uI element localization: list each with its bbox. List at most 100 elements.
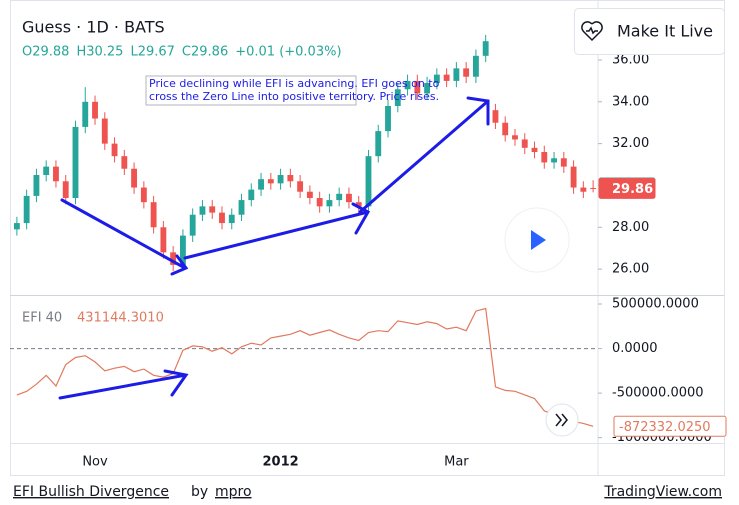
price-label bbox=[598, 177, 656, 199]
candle-body bbox=[365, 156, 372, 207]
efi-line bbox=[16, 307, 594, 427]
candle-body bbox=[53, 166, 59, 182]
candle-body bbox=[355, 202, 362, 207]
plot: 26.0028.0030.0032.0034.0036.0029.8829.86… bbox=[10, 34, 727, 470]
candle-body bbox=[512, 135, 518, 140]
candle-body bbox=[228, 214, 235, 224]
candle-body bbox=[297, 181, 304, 192]
arrow bbox=[58, 369, 189, 400]
footer-brand[interactable]: TradingView.com bbox=[603, 484, 722, 500]
ohlc-value: +0.01 (+0.03%) bbox=[235, 45, 341, 60]
candle-body bbox=[463, 68, 470, 77]
candle-body bbox=[92, 101, 98, 119]
candle-body bbox=[199, 206, 206, 215]
arrow bbox=[183, 202, 371, 260]
efi-name: EFI 40 bbox=[22, 311, 62, 326]
candle-body bbox=[267, 179, 274, 184]
drawings bbox=[58, 96, 490, 400]
candle-body bbox=[394, 89, 401, 106]
footer-author[interactable]: mpro bbox=[215, 484, 252, 500]
ohlc-value: L29.67 bbox=[130, 45, 174, 60]
candle-body bbox=[258, 179, 264, 190]
play-icon bbox=[531, 230, 546, 250]
candle-body bbox=[160, 227, 167, 253]
ohlc-value: H30.25 bbox=[76, 45, 123, 60]
candle-body bbox=[541, 151, 548, 163]
candle-body bbox=[170, 252, 177, 265]
candle-body bbox=[433, 74, 440, 84]
candle-body bbox=[150, 202, 157, 228]
candle-body bbox=[277, 174, 284, 184]
candle-body bbox=[179, 235, 186, 265]
candle-body bbox=[472, 55, 479, 77]
x-tick-label: Mar bbox=[444, 455, 469, 470]
candle-body bbox=[43, 166, 50, 175]
x-tick-label: 2012 bbox=[262, 455, 298, 470]
y-tick-label: 36.00 bbox=[612, 53, 649, 68]
candle-body bbox=[326, 200, 333, 207]
candle-body bbox=[570, 166, 577, 188]
y-tick-label: 0.0000 bbox=[612, 341, 658, 356]
y-tick-label: 28.00 bbox=[612, 220, 649, 235]
frame bbox=[10, 0, 725, 476]
candle-body bbox=[140, 187, 147, 203]
candle-body bbox=[336, 193, 343, 201]
candle-body bbox=[72, 126, 79, 198]
candle-body bbox=[551, 158, 557, 163]
efi-legend-value: 431144.3010 bbox=[77, 311, 164, 326]
candle-body bbox=[33, 174, 40, 196]
y-tick-label: 34.00 bbox=[612, 94, 649, 109]
candle-body bbox=[82, 101, 89, 127]
annotation: cross the Zero Line into positive territ… bbox=[149, 90, 439, 103]
candle-body bbox=[209, 206, 216, 213]
y-tick-label: 26.00 bbox=[612, 262, 649, 277]
candle-body bbox=[346, 193, 352, 203]
arrow bbox=[60, 198, 189, 276]
candle-body bbox=[453, 68, 460, 81]
arrow bbox=[358, 96, 490, 214]
scroll-button[interactable] bbox=[545, 403, 579, 437]
candle-body bbox=[131, 168, 138, 188]
annotation-box bbox=[145, 75, 357, 106]
button-label[interactable]: Make It Live bbox=[617, 22, 713, 41]
ohlc-value: C29.86 bbox=[182, 45, 228, 60]
candle-body bbox=[482, 41, 489, 56]
candle-body bbox=[404, 80, 411, 90]
candle-body bbox=[590, 187, 597, 189]
play-button[interactable] bbox=[504, 207, 570, 273]
candle-body bbox=[492, 110, 499, 123]
candle-body bbox=[375, 131, 382, 157]
scroll-circle[interactable] bbox=[545, 403, 579, 437]
candle-body bbox=[560, 158, 567, 167]
annotation: Price declining while EFI is advancing. … bbox=[149, 77, 440, 90]
candle-body bbox=[531, 147, 538, 152]
candle-body bbox=[248, 189, 255, 201]
last-value-label bbox=[613, 415, 727, 437]
y-tick-label: 500000.0000 bbox=[612, 297, 699, 312]
candle-body bbox=[101, 118, 108, 144]
button[interactable] bbox=[574, 8, 725, 55]
candle-body bbox=[189, 214, 196, 236]
candle-body bbox=[62, 181, 69, 198]
candle-body bbox=[521, 139, 528, 148]
icon bbox=[581, 21, 603, 42]
candle-body bbox=[502, 122, 509, 136]
price-label-text: 29.86 bbox=[612, 182, 653, 197]
candle-body bbox=[316, 197, 323, 207]
footer-by: by bbox=[191, 484, 208, 500]
candle-body bbox=[238, 200, 245, 215]
candle-body bbox=[13, 223, 20, 230]
last-value-text: -872332.0250 bbox=[619, 420, 711, 435]
symbol: Guess · 1D · BATS bbox=[22, 18, 165, 37]
candle-body bbox=[385, 105, 391, 132]
candle-body bbox=[580, 187, 587, 192]
y-tick-label: 32.00 bbox=[612, 136, 649, 151]
candle-body bbox=[111, 143, 118, 157]
x-tick-label: Nov bbox=[82, 455, 108, 470]
candle-body bbox=[219, 212, 225, 224]
make-it-live[interactable]: Make It Live bbox=[574, 8, 725, 55]
candle-body bbox=[414, 80, 421, 94]
footer-title[interactable]: EFI Bullish Divergence bbox=[13, 484, 169, 500]
candle-body bbox=[287, 174, 294, 182]
